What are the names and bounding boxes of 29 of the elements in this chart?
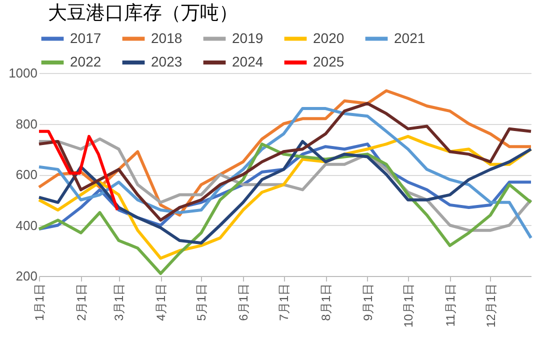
y-tick-label: 200 bbox=[16, 268, 38, 284]
legend-label: 2020 bbox=[313, 30, 344, 46]
x-tick-label: 7月1日 bbox=[277, 284, 292, 321]
x-tick-label: 4月1日 bbox=[154, 284, 168, 321]
legend-label: 2019 bbox=[232, 30, 264, 46]
y-tick-label: 600 bbox=[16, 167, 38, 182]
legend-label: 2017 bbox=[70, 30, 102, 46]
line-series bbox=[38, 130, 119, 212]
legend-label: 2021 bbox=[394, 30, 426, 46]
x-tick-label: 9月1日 bbox=[360, 284, 375, 321]
x-tick-label: 2月1日 bbox=[74, 284, 88, 321]
legend-label: 2024 bbox=[232, 54, 264, 70]
x-tick-label: 3月1日 bbox=[112, 284, 126, 321]
line-series bbox=[38, 107, 532, 240]
x-tick-label: 10月1日 bbox=[402, 284, 416, 328]
legend-label: 2018 bbox=[151, 30, 182, 46]
y-tick-label: 400 bbox=[16, 218, 38, 233]
legend-label: 2023 bbox=[151, 54, 182, 70]
y-tick-label: 800 bbox=[16, 116, 38, 132]
x-tick-label: 8月1日 bbox=[319, 284, 334, 321]
x-tick-label: 12月1日 bbox=[484, 284, 498, 328]
y-tick-label: 1000 bbox=[8, 66, 38, 80]
x-tick-label: 11月1日 bbox=[443, 284, 458, 327]
chart-title: 大豆港口库存（万吨） bbox=[48, 2, 238, 24]
x-tick-label: 6月1日 bbox=[236, 284, 251, 321]
legend-label: 2022 bbox=[70, 54, 102, 70]
x-tick-label: 1月1日 bbox=[32, 284, 46, 321]
legend-label: 2025 bbox=[313, 54, 344, 70]
x-tick-label: 5月1日 bbox=[194, 284, 209, 321]
